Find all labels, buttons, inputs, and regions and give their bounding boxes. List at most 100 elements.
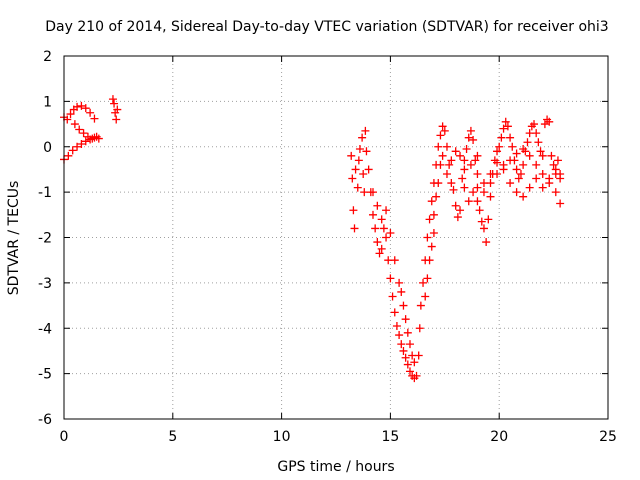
data-point [429, 210, 438, 219]
data-point [112, 115, 121, 124]
data-point [519, 160, 528, 169]
chart-title: Day 210 of 2014, Sidereal Day-to-day VTE… [45, 19, 608, 35]
data-point [438, 151, 447, 160]
data-point [538, 151, 547, 160]
data-point [68, 146, 77, 155]
data-point [73, 142, 82, 151]
data-point [479, 224, 488, 233]
data-point [425, 215, 434, 224]
data-point [519, 192, 528, 201]
data-point [83, 132, 92, 141]
data-point [110, 99, 119, 108]
data-point [549, 160, 558, 169]
x-tick-label: 25 [599, 429, 617, 445]
data-point [427, 242, 436, 251]
data-point [373, 201, 382, 210]
data-point [523, 138, 532, 147]
data-point [449, 185, 458, 194]
data-point [361, 126, 370, 135]
data-point [415, 324, 424, 333]
data-point [368, 210, 377, 219]
data-point [88, 134, 97, 143]
y-tick-label: -1 [38, 185, 52, 201]
y-tick-label: 2 [43, 49, 52, 65]
data-point [471, 156, 480, 165]
x-tick-label: 15 [381, 429, 399, 445]
data-point [405, 367, 414, 376]
data-point [429, 228, 438, 237]
x-axis-label: GPS time / hours [277, 459, 394, 475]
data-point [436, 160, 445, 169]
y-tick-label: -2 [38, 231, 52, 247]
data-point [423, 233, 432, 242]
data-point [438, 122, 447, 131]
data-point [386, 228, 395, 237]
data-point [399, 346, 408, 355]
y-tick-label: 1 [43, 94, 52, 110]
data-point [551, 169, 560, 178]
data-point [75, 125, 84, 134]
data-point [371, 224, 380, 233]
data-point [405, 340, 414, 349]
data-point [416, 301, 425, 310]
data-point [442, 142, 451, 151]
data-point [358, 133, 367, 142]
data-point [63, 115, 72, 124]
data-point [434, 179, 443, 188]
data-point [397, 287, 406, 296]
data-point [469, 135, 478, 144]
data-point [473, 151, 482, 160]
data-point [81, 137, 90, 146]
data-point [482, 238, 491, 247]
data-point [501, 117, 510, 126]
data-point [382, 233, 391, 242]
data-point [499, 165, 508, 174]
y-tick-label: 0 [43, 140, 52, 156]
data-point [493, 147, 502, 156]
data-point [479, 179, 488, 188]
data-point [514, 174, 523, 183]
data-point [403, 360, 412, 369]
data-point [525, 183, 534, 192]
data-point [368, 188, 377, 197]
data-point [410, 358, 419, 367]
data-point [425, 256, 434, 265]
data-point [497, 133, 506, 142]
data-point [460, 165, 469, 174]
data-point [538, 169, 547, 178]
data-point [347, 151, 356, 160]
data-point [469, 188, 478, 197]
data-point [447, 179, 456, 188]
data-point [70, 120, 79, 129]
data-point [484, 215, 493, 224]
data-point [512, 165, 521, 174]
data-point [456, 206, 465, 215]
data-point [364, 165, 373, 174]
data-point [403, 328, 412, 337]
data-point [547, 151, 556, 160]
data-point [351, 165, 360, 174]
x-tick-label: 20 [490, 429, 508, 445]
data-point [348, 174, 357, 183]
data-point [545, 117, 554, 126]
data-point [530, 120, 539, 129]
data-point [373, 238, 382, 247]
data-point [77, 101, 86, 110]
tick-layer: 0 5 10 15 20 25 -6 -5 -4 -3 -2 -1 0 1 2 [38, 49, 617, 445]
data-point [532, 129, 541, 138]
y-tick-label: -4 [38, 321, 52, 337]
data-point [397, 340, 406, 349]
data-point [419, 278, 428, 287]
data-point [434, 142, 443, 151]
data-point [86, 108, 95, 117]
grid-layer [64, 56, 608, 419]
data-point [499, 124, 508, 133]
data-point [395, 278, 404, 287]
data-point [392, 321, 401, 330]
data-point [354, 156, 363, 165]
data-point [475, 206, 484, 215]
data-point [519, 145, 528, 154]
data-point [464, 133, 473, 142]
